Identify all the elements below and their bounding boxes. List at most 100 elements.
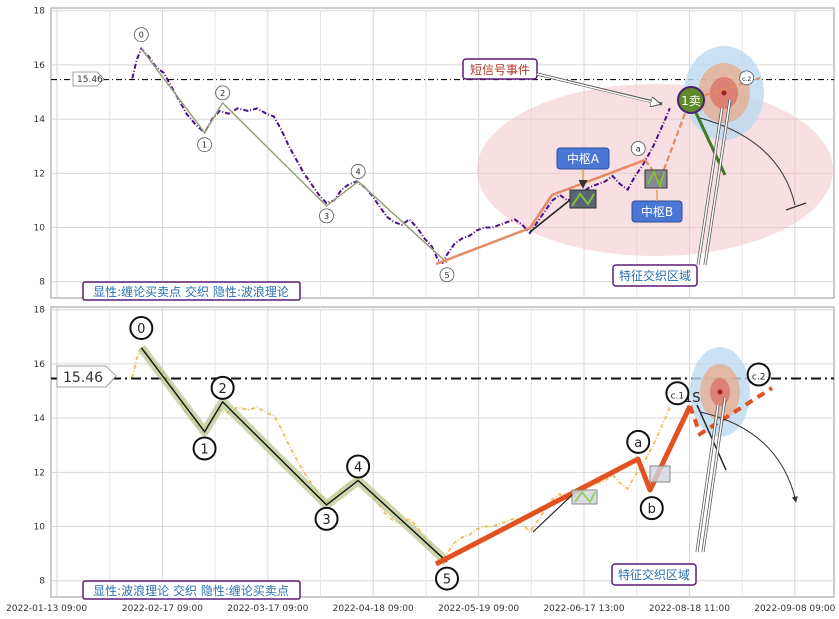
x-axis-labels: 2022-01-13 09:00 2022-02-17 09:00 2022-03-…: [6, 604, 836, 614]
svg-text:显性:波浪理论 交织 隐性:缠论买卖点: 显性:波浪理论 交织 隐性:缠论买卖点: [93, 583, 289, 598]
y-tick-label: 12: [34, 468, 45, 478]
wave-point-4: 4: [350, 164, 366, 179]
y-tick-label: 8: [39, 278, 45, 288]
y-tick-label: 18: [34, 306, 46, 316]
y-tick-label: 10: [34, 523, 46, 533]
wave-point-3: 3: [319, 208, 334, 224]
wave-point-4: 4: [346, 454, 371, 479]
wave-point-0: 0: [129, 316, 154, 341]
wave-point-label: 4: [356, 167, 361, 176]
y-tick-label: 16: [34, 61, 46, 71]
x-tick-label: 2022-04-18 09:00: [333, 604, 414, 614]
top-price-series: [131, 46, 671, 265]
zhongshu-a-box: [569, 189, 597, 209]
bottom-pivot-line: [532, 494, 573, 533]
wave-point-a: a: [626, 429, 651, 454]
top-projection-arc: [699, 117, 796, 206]
wave-point-a: a: [630, 141, 646, 156]
bottom-zhongshu-b: [649, 465, 671, 483]
short-signal-event: 短信号事件: [462, 58, 663, 104]
wave-point-5: 5: [434, 566, 459, 591]
y-tick-label: 14: [34, 115, 46, 125]
zhongshu-b-box: [644, 169, 668, 189]
wave-point-label: 2: [220, 89, 225, 98]
wave-point-label: 0: [137, 322, 145, 337]
svg-text:1卖: 1卖: [681, 94, 701, 108]
bottom-pivot-line-2: [696, 404, 727, 471]
bottom-correction-wave: [434, 404, 693, 567]
svg-text:特征交织区域: 特征交织区域: [618, 567, 690, 582]
svg-text:中枢B: 中枢B: [641, 204, 673, 219]
wave-point-c.1: c.1: [665, 381, 690, 406]
bottom-zhongshu-a: [571, 489, 598, 505]
wave-point-1: 1: [197, 137, 212, 153]
wave-point-label: a: [636, 144, 641, 153]
x-tick-label: 2022-08-18 11:00: [649, 604, 730, 614]
svg-text:中枢A: 中枢A: [567, 151, 600, 166]
wave-point-label: 1: [202, 141, 207, 150]
svg-text:显性:缠论买卖点 交织 隐性:波浪理论: 显性:缠论买卖点 交织 隐性:波浪理论: [93, 284, 289, 299]
wave-point-label: a: [634, 436, 642, 451]
wave-point-1: 1: [192, 436, 217, 461]
wave-point-label: c.2: [742, 76, 751, 83]
wave-point-2: 2: [215, 85, 231, 101]
wave-point-label: 5: [443, 573, 451, 588]
top-peak-zone: [684, 46, 764, 140]
svg-text:特征交织区域: 特征交织区域: [619, 268, 691, 283]
svg-text:短信号事件: 短信号事件: [470, 63, 530, 77]
x-tick-label: 2022-02-17 09:00: [122, 604, 203, 614]
bottom-reference-tag: 15.46: [56, 365, 117, 388]
y-tick-label: 10: [34, 224, 46, 234]
top-wave-highlight: [140, 48, 448, 264]
x-tick-label: 2022-09-08 09:00: [754, 604, 835, 614]
top-y-axis: 8 10 12 14 16 18: [34, 7, 46, 288]
wave-point-2: 2: [210, 375, 235, 400]
zhongshu-b-label: 中枢B: [631, 190, 683, 223]
top-feature-zone-label: 特征交织区域: [612, 99, 732, 287]
wave-point-label: 4: [354, 460, 362, 475]
y-tick-label: 12: [34, 169, 45, 179]
wave-point-c.2: c.2: [746, 362, 771, 387]
y-tick-label: 14: [34, 414, 46, 424]
wave-point-label: 3: [324, 212, 329, 221]
wave-point-c.2: c.2: [739, 70, 755, 86]
wave-point-label: 3: [322, 513, 330, 528]
wave-point-label: 0: [139, 31, 144, 40]
zhongshu-a-label: 中枢A: [556, 147, 610, 189]
wave-point-3: 3: [314, 506, 339, 531]
wave-point-5: 5: [439, 267, 455, 283]
bottom-wave-labels: 0 1 2 3 4 5 a b c.1 c.2: [129, 316, 771, 591]
bottom-caption: 显性:波浪理论 交织 隐性:缠论买卖点: [82, 580, 301, 600]
top-wave-labels: 0 1 2 3 4 5 a c.2: [133, 27, 755, 283]
sell-signal-marker: 1卖: [677, 86, 705, 114]
x-tick-label: 2022-01-13 09:00: [6, 604, 87, 614]
wave-point-label: 1: [200, 442, 208, 457]
top-reference-label: 15.46: [77, 75, 103, 85]
y-tick-label: 8: [39, 577, 45, 587]
wave-point-label: 2: [218, 382, 226, 397]
wave-point-label: b: [648, 502, 656, 517]
bottom-feature-zone-label: 特征交织区域: [611, 397, 727, 586]
y-tick-label: 18: [34, 7, 46, 17]
bottom-reference-label: 15.46: [63, 370, 103, 386]
top-projection-tick: [785, 202, 807, 211]
wave-point-b: b: [639, 496, 664, 521]
bottom-correction-projection: [688, 386, 774, 438]
top-reference-tag: 15.46: [72, 71, 105, 87]
x-tick-label: 2022-06-17 13:00: [543, 604, 624, 614]
top-pivot-line: [529, 199, 571, 233]
x-tick-label: 2022-05-19 09:00: [438, 604, 519, 614]
y-tick-label: 16: [34, 360, 46, 370]
bottom-wave-line: [140, 347, 448, 563]
bottom-y-axis: 8 10 12 14 16 18: [34, 306, 46, 587]
x-tick-label: 2022-03-17 09:00: [227, 604, 308, 614]
wave-point-label: c.2: [752, 372, 766, 382]
top-caption: 显性:缠论买卖点 交织 隐性:波浪理论: [82, 281, 301, 301]
wave-point-label: c.1: [671, 391, 685, 401]
top-trend-line: [435, 158, 646, 266]
bottom-peak-zone: [690, 347, 750, 437]
wave-point-label: 5: [444, 271, 449, 280]
